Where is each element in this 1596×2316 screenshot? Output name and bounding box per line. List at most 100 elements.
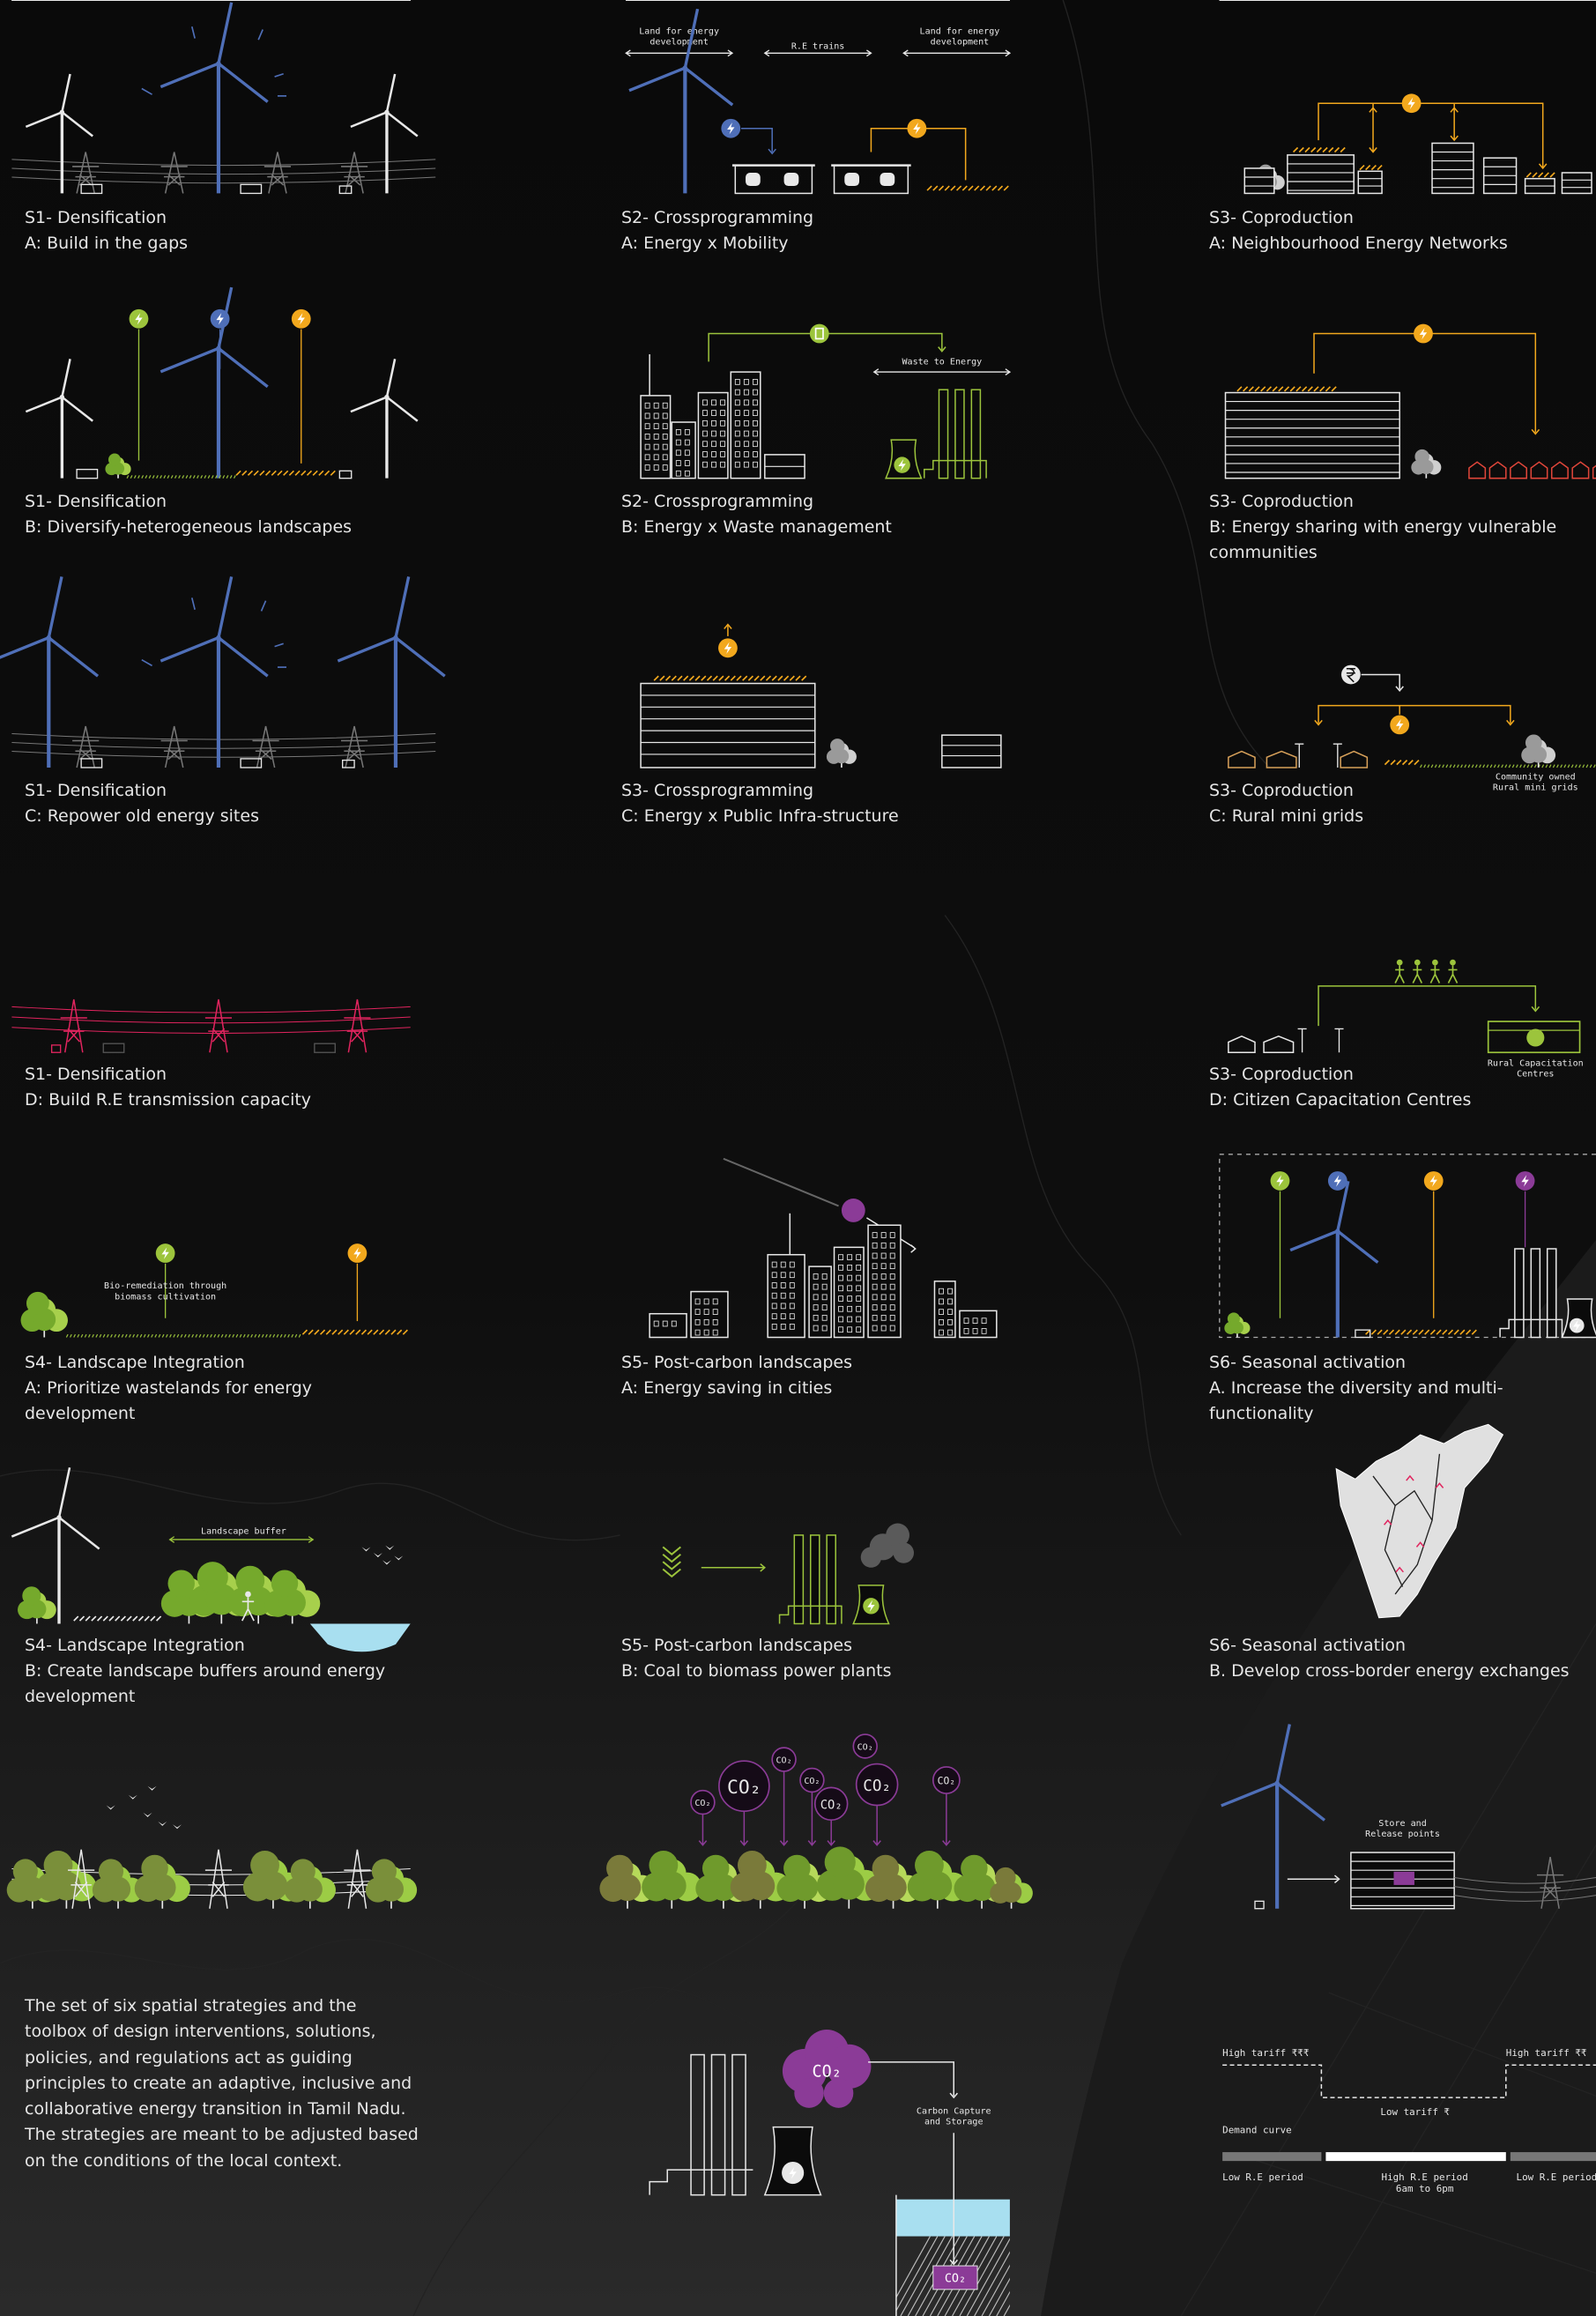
tree-crown xyxy=(606,1855,633,1882)
illustrations: Land for energydevelopmentR.E trainsLand… xyxy=(0,0,1596,2316)
tariff-label: High tariff ₹₹ xyxy=(1506,2047,1587,2059)
tower xyxy=(672,422,695,479)
chimney xyxy=(794,1535,803,1623)
turbine-hub xyxy=(216,61,220,65)
co2-label: CO₂ xyxy=(820,1798,843,1812)
strategy-name: S3- Coproduction xyxy=(1209,489,1596,515)
tree-crown xyxy=(99,1859,123,1883)
intervention-name: A. Increase the diversity and multi-func… xyxy=(1209,1376,1596,1427)
tree-crown xyxy=(995,1867,1015,1888)
panel-caption: S3- CoproductionD: Citizen Capacitation … xyxy=(1209,1062,1596,1113)
panel-caption: S4- Landscape IntegrationB: Create lands… xyxy=(25,1633,404,1710)
tree-crown xyxy=(961,1855,987,1882)
strategy-name: S3- Coproduction xyxy=(1209,778,1596,804)
diagram-label: Bio-remediation through xyxy=(104,1281,226,1291)
strategy-name: S4- Landscape Integration xyxy=(25,1633,404,1659)
storage-icon xyxy=(1393,1872,1414,1885)
panel-caption: S4- Landscape IntegrationA: Prioritize w… xyxy=(25,1350,404,1427)
co2-cloud xyxy=(794,2078,824,2107)
strategy-name: S6- Seasonal activation xyxy=(1209,1350,1596,1376)
intervention-name: B: Create landscape buffers around energ… xyxy=(25,1659,404,1710)
strategy-name: S1- Densification xyxy=(25,1062,404,1087)
strategy-name: S1- Densification xyxy=(25,489,404,515)
chimney xyxy=(1531,1249,1540,1337)
smoke xyxy=(861,1547,881,1567)
tree-crown xyxy=(13,1859,38,1883)
panel-caption: S1- DensificationB: Diversify-heterogene… xyxy=(25,489,404,540)
diagram-label: Land for energy xyxy=(639,27,719,37)
strategy-name: S2- Crossprogramming xyxy=(621,489,1000,515)
tower xyxy=(650,1314,687,1338)
tariff-label: Low tariff ₹ xyxy=(1380,2106,1450,2118)
strategy-name: S6- Seasonal activation xyxy=(1209,1633,1596,1659)
diagram-label: Low R.E period xyxy=(1517,2171,1596,2183)
tower xyxy=(835,1247,865,1337)
intervention-name: B: Coal to biomass power plants xyxy=(621,1659,1000,1684)
panel-caption: S6- Seasonal activationB. Develop cross-… xyxy=(1209,1633,1596,1684)
tree-crown xyxy=(649,1851,678,1880)
strategy-name: S5- Post-carbon landscapes xyxy=(621,1350,1000,1376)
period-bar xyxy=(1325,2152,1505,2161)
strategy-name: S4- Landscape Integration xyxy=(25,1350,404,1376)
panel-caption: S1- DensificationC: Repower old energy s… xyxy=(25,778,404,829)
tree-crown xyxy=(830,739,844,753)
panel-caption: S6- Seasonal activationA. Increase the d… xyxy=(1209,1350,1596,1427)
turbine-hub xyxy=(216,635,220,640)
intervention-name: B: Energy sharing with energy vulnerable… xyxy=(1209,515,1596,566)
person-head xyxy=(1414,960,1421,966)
building xyxy=(942,735,1001,768)
co2-cloud xyxy=(824,2078,854,2107)
turbine-hub xyxy=(683,65,687,70)
tree-crown xyxy=(825,1846,856,1877)
money-icon xyxy=(1341,665,1361,685)
chimney xyxy=(955,390,964,478)
tree-crown xyxy=(1525,734,1542,751)
building xyxy=(1244,168,1274,193)
period-bar xyxy=(1511,2152,1596,2161)
bulb-icon xyxy=(1526,1028,1544,1046)
intervention-name: A: Energy saving in cities xyxy=(621,1376,1000,1401)
intervention-name: B: Diversify-heterogeneous landscapes xyxy=(25,515,404,540)
person-head xyxy=(1450,960,1456,966)
train xyxy=(784,173,799,186)
diagram-label: Low R.E period xyxy=(1222,2171,1303,2183)
person-head xyxy=(1397,960,1403,966)
turbine-hub xyxy=(1274,1781,1279,1785)
turbine-hub xyxy=(60,395,64,399)
co2-label: CO₂ xyxy=(813,2063,842,2082)
tree-crown xyxy=(1414,449,1429,464)
co2-label: CO₂ xyxy=(863,1778,891,1795)
strategy-name: S3- Coproduction xyxy=(1209,205,1596,231)
strategy-name: S1- Densification xyxy=(25,205,404,231)
turbine-hub xyxy=(393,635,397,640)
building xyxy=(1562,173,1592,193)
person-head xyxy=(1432,960,1438,966)
panel-caption: S3- CrossprogrammingC: Energy x Public I… xyxy=(621,778,1000,829)
train xyxy=(880,173,895,186)
building xyxy=(641,684,815,768)
description-paragraph: The set of six spatial strategies and th… xyxy=(25,1993,421,2174)
building xyxy=(1225,393,1399,479)
diagram-label: 6am to 6pm xyxy=(1396,2183,1454,2194)
diagram-label: biomass cultivation xyxy=(115,1292,216,1302)
chimney xyxy=(939,390,947,478)
co2-label: CO₂ xyxy=(938,1776,955,1787)
waste-icon xyxy=(810,324,829,344)
tree-crown xyxy=(235,1566,264,1595)
page: { "panels": [ {"strategy": "S1- Densific… xyxy=(0,0,1596,2316)
diagram-label: R.E trains xyxy=(791,41,845,51)
turbine-hub xyxy=(384,110,389,115)
period-bar xyxy=(1222,2152,1321,2161)
tower xyxy=(809,1266,831,1337)
chimney xyxy=(827,1535,835,1623)
building xyxy=(1288,155,1354,194)
diagram-label: Store and xyxy=(1378,1819,1426,1829)
intervention-name: A: Neighbourhood Energy Networks xyxy=(1209,231,1596,256)
turbine-hub xyxy=(60,110,64,115)
co2-label: CO₂ xyxy=(857,1742,873,1752)
tariff-label: Demand curve xyxy=(1222,2124,1292,2135)
strategy-name: S1- Densification xyxy=(25,778,404,804)
tree-crown xyxy=(738,1851,767,1880)
tree-crown xyxy=(167,1570,194,1596)
